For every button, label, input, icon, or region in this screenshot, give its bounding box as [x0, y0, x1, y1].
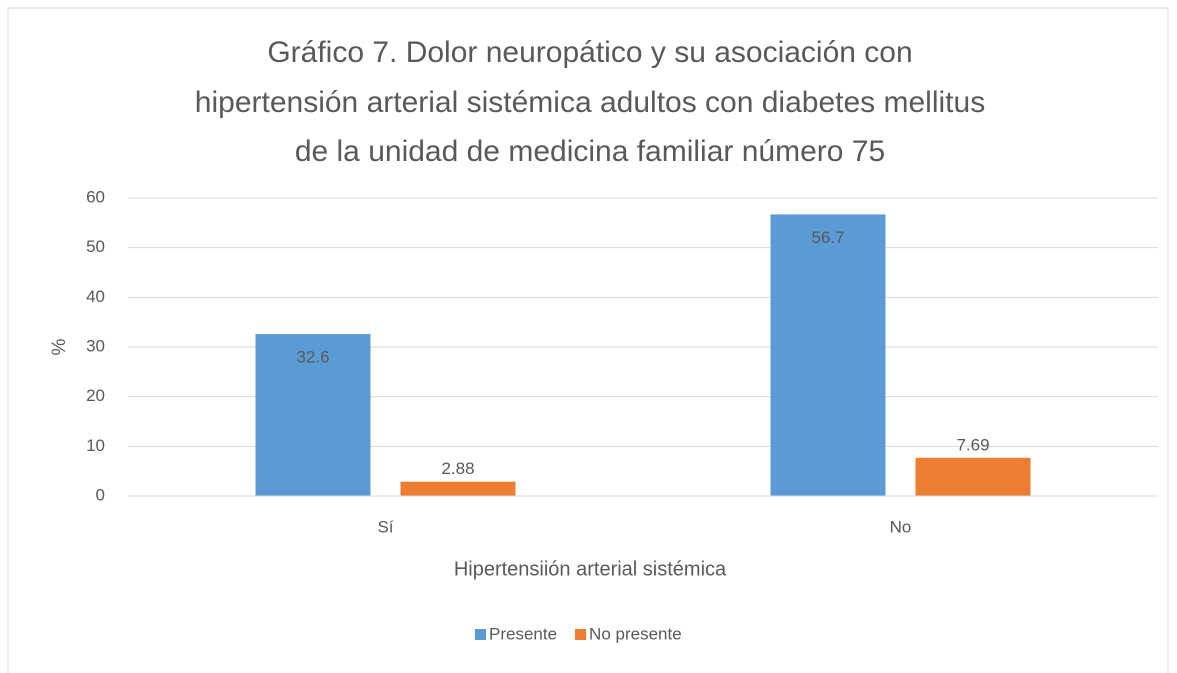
legend-swatch — [475, 629, 486, 640]
x-axis-label: Hipertensiión arterial sistémica — [454, 558, 727, 580]
y-axis-label: % — [49, 338, 70, 355]
bar — [915, 457, 1031, 496]
y-tick-label: 0 — [96, 485, 105, 504]
bar — [770, 214, 886, 496]
y-tick-label: 40 — [86, 287, 105, 306]
y-tick-label: 10 — [86, 436, 105, 455]
y-tick-label: 30 — [86, 336, 105, 355]
chart-title: hipertensión arterial sistémica adultos … — [195, 86, 985, 119]
legend-label: No presente — [589, 624, 682, 643]
data-label: 2.88 — [441, 459, 474, 478]
y-tick-label: 20 — [86, 386, 105, 405]
x-tick-label: No — [890, 517, 912, 536]
data-label: 56.7 — [811, 228, 844, 247]
chart-title: de la unidad de medicina familiar número… — [295, 135, 885, 168]
chart-title: Gráfico 7. Dolor neuropático y su asocia… — [267, 36, 912, 69]
chart-border — [7, 7, 1169, 673]
legend-swatch — [575, 629, 587, 640]
y-tick-label: 60 — [86, 187, 105, 206]
bar — [255, 334, 371, 496]
bar — [400, 481, 516, 496]
y-tick-label: 50 — [86, 237, 105, 256]
data-label: 32.6 — [296, 348, 329, 367]
data-label: 7.69 — [956, 435, 989, 454]
x-tick-label: Sí — [377, 517, 393, 536]
legend-label: Presente — [489, 624, 557, 643]
